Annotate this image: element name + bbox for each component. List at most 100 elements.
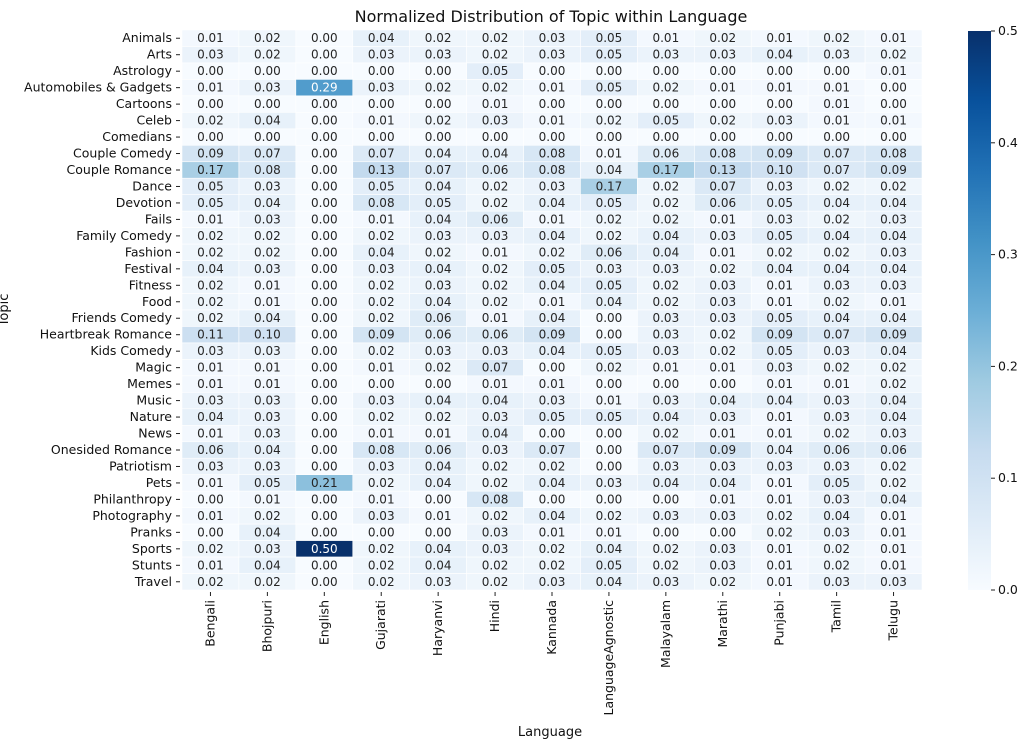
cell-label: 0.02 [823,558,850,572]
cell-label: 0.07 [254,147,281,161]
cell-label: 0.03 [368,81,395,95]
cell-label: 0.01 [197,509,224,523]
cell-label: 0.02 [197,542,224,556]
cell-label: 0.03 [823,459,850,473]
cell-label: 0.00 [539,361,566,375]
cell-label: 0.00 [766,64,793,78]
cell-label: 0.02 [482,81,509,95]
y-tick-label: Fashion [125,244,172,259]
colorbar-ticks: 0.0 0.1 0.2 0.3 0.4 0.5 [991,23,1018,597]
cell-label: 0.02 [823,245,850,259]
cell-label: 0.04 [652,476,679,490]
cell-label: 0.02 [596,361,623,375]
cell-label: 0.02 [880,48,907,62]
cell-label: 0.07 [823,163,850,177]
cell-label: 0.03 [425,48,452,62]
y-tick-label: Heartbreak Romance [40,327,173,342]
cell-label: 0.02 [880,377,907,391]
cell-label: 0.03 [709,311,736,325]
cell-label: 0.02 [197,295,224,309]
cell-label: 0.04 [766,262,793,276]
cell-label: 0.00 [311,147,338,161]
y-tick-label: Comedians [102,129,172,144]
cell-label: 0.00 [311,245,338,259]
cell-label: 0.02 [197,575,224,589]
cell-label: 0.02 [197,245,224,259]
cell-label: 0.02 [823,295,850,309]
cell-label: 0.04 [482,427,509,441]
cell-label: 0.50 [311,542,338,556]
cell-label: 0.00 [254,64,281,78]
cell-label: 0.06 [425,443,452,457]
cell-label: 0.07 [652,443,679,457]
cell-label: 0.07 [823,147,850,161]
cell-label: 0.02 [425,31,452,45]
cell-label: 0.02 [652,427,679,441]
cell-label: 0.09 [766,147,793,161]
cell-label: 0.01 [596,147,623,161]
cell-label: 0.13 [709,163,736,177]
cell-label: 0.02 [766,509,793,523]
cell-label: 0.03 [197,459,224,473]
cell-label: 0.03 [766,114,793,128]
cell-label: 0.00 [311,114,338,128]
colorbar-tick-label: 0.0 [998,582,1018,597]
cell-label: 0.17 [652,163,679,177]
cell-label: 0.02 [539,245,566,259]
cell-label: 0.05 [539,410,566,424]
cell-label: 0.03 [539,394,566,408]
cell-label: 0.03 [652,311,679,325]
y-tick-label: Food [142,294,172,309]
cell-label: 0.04 [425,179,452,193]
cell-label: 0.03 [596,476,623,490]
cell-label: 0.04 [425,394,452,408]
cell-label: 0.07 [482,361,509,375]
cell-label: 0.03 [709,509,736,523]
cell-label: 0.21 [311,476,338,490]
cell-label: 0.03 [254,179,281,193]
cell-label: 0.03 [709,542,736,556]
cell-label: 0.03 [880,575,907,589]
cell-label: 0.00 [311,525,338,539]
cell-label: 0.03 [254,212,281,226]
heatmap-cell [864,573,923,591]
cell-label: 0.00 [596,328,623,342]
cell-label: 0.03 [482,542,509,556]
y-tick-label: Couple Romance [67,162,173,177]
cell-label: 0.01 [197,427,224,441]
cell-label: 0.02 [482,295,509,309]
cell-label: 0.03 [539,31,566,45]
cell-label: 0.00 [652,130,679,144]
cell-label: 0.02 [482,196,509,210]
cell-label: 0.03 [254,81,281,95]
cell-label: 0.00 [482,130,509,144]
cell-label: 0.09 [197,147,224,161]
x-tick-label: Malayalam [658,600,673,668]
cell-label: 0.04 [254,196,281,210]
cell-label: 0.00 [823,64,850,78]
cell-label: 0.00 [311,130,338,144]
cell-label: 0.03 [709,278,736,292]
cell-label: 0.00 [197,130,224,144]
y-tick-label: Animals [122,30,172,45]
cell-label: 0.01 [880,64,907,78]
cell-label: 0.03 [652,575,679,589]
cell-label: 0.01 [652,361,679,375]
cell-label: 0.02 [482,459,509,473]
cell-label: 0.05 [766,229,793,243]
cell-label: 0.03 [880,212,907,226]
y-tick-label: Kids Comedy [90,343,172,358]
y-tick-label: Philanthropy [93,491,172,506]
y-tick-label: Fitness [129,277,172,292]
cell-label: 0.03 [823,344,850,358]
cell-label: 0.04 [880,410,907,424]
cell-label: 0.01 [425,427,452,441]
x-tick-label: Kannada [544,600,559,655]
cell-label: 0.01 [197,31,224,45]
cell-label: 0.01 [368,427,395,441]
cell-label: 0.02 [766,525,793,539]
cell-label: 0.01 [766,278,793,292]
cell-label: 0.02 [596,212,623,226]
cell-label: 0.07 [539,443,566,457]
cell-label: 0.00 [311,196,338,210]
